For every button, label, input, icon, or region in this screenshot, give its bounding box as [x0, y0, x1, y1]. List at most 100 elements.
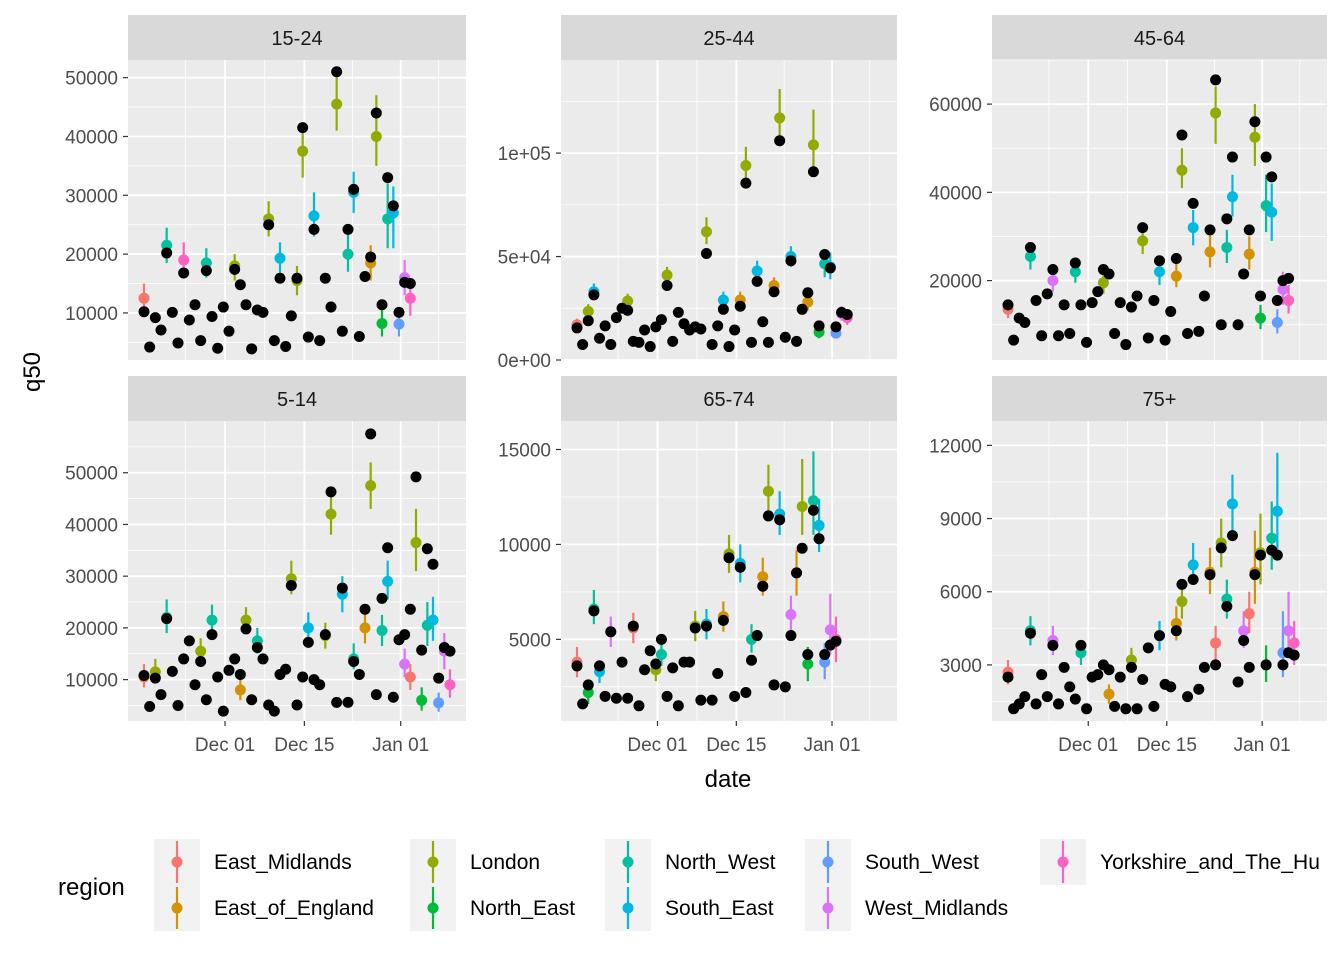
observed-point: [155, 689, 167, 701]
region-point: [1249, 131, 1261, 143]
legend-item: Yorkshire_and_The_Hu: [1040, 839, 1320, 885]
y-tick-label: 20000: [65, 619, 118, 640]
observed-point: [1036, 669, 1048, 681]
legend-key-point: [822, 902, 834, 914]
observed-point: [240, 299, 252, 311]
facet-strip-label: 65-74: [703, 389, 754, 411]
observed-point: [819, 248, 831, 260]
observed-point: [588, 289, 600, 301]
observed-point: [200, 694, 212, 706]
observed-point: [740, 177, 752, 189]
observed-point: [285, 310, 297, 322]
observed-point: [1075, 299, 1087, 311]
y-tick-label: 1e+05: [498, 144, 551, 165]
observed-point: [1120, 703, 1132, 715]
observed-point: [206, 629, 218, 641]
observed-point: [319, 629, 331, 641]
facet-strip: [992, 376, 1327, 421]
observed-point: [1210, 659, 1222, 671]
legend-label: South_West: [865, 851, 979, 874]
legend-key-point: [171, 902, 183, 914]
facet-strip-label: 25-44: [703, 28, 754, 50]
observed-point: [655, 314, 667, 326]
region-point: [416, 694, 428, 706]
region-point: [785, 609, 797, 621]
observed-point: [161, 247, 173, 259]
observed-point: [331, 66, 343, 78]
observed-point: [627, 620, 639, 632]
region-point: [234, 684, 246, 696]
observed-point: [200, 265, 212, 277]
observed-point: [1047, 639, 1059, 651]
observed-point: [382, 542, 394, 554]
observed-point: [644, 341, 656, 353]
observed-point: [1170, 253, 1182, 265]
legend: region East_Midlands East_of_England Londo…: [58, 839, 1320, 931]
legend-item: North_West: [605, 839, 776, 885]
y-tick-label: 30000: [65, 186, 118, 207]
observed-point: [308, 223, 320, 235]
legend-key-point: [171, 856, 183, 868]
region-point: [1170, 270, 1182, 282]
region-point: [1137, 235, 1149, 247]
observed-point: [1008, 334, 1020, 346]
observed-point: [1058, 661, 1070, 673]
observed-point: [416, 644, 428, 656]
region-point: [661, 269, 673, 281]
region-point: [370, 130, 382, 142]
facet-strip: [561, 376, 897, 421]
observed-point: [594, 660, 606, 672]
observed-point: [297, 122, 309, 134]
observed-point: [353, 668, 365, 680]
y-tick-label: 6000: [940, 583, 982, 604]
observed-point: [729, 690, 741, 702]
observed-point: [706, 338, 718, 350]
observed-point: [291, 699, 303, 711]
region-point: [802, 658, 814, 670]
observed-point: [706, 694, 718, 706]
observed-point: [695, 694, 707, 706]
facet-panels: 15-24 10000 20000 30000 40000 50000 25-44 0e+00…: [65, 15, 1327, 756]
observed-point: [387, 691, 399, 703]
x-tick-label: Dec 01: [627, 735, 687, 756]
region-point: [1271, 505, 1283, 517]
observed-point: [1226, 151, 1238, 163]
observed-point: [1125, 301, 1137, 313]
legend-label: South_East: [665, 897, 774, 920]
observed-point: [1210, 74, 1222, 86]
observed-point: [365, 251, 377, 263]
observed-point: [212, 671, 224, 683]
observed-point: [1109, 700, 1121, 712]
observed-point: [672, 306, 684, 318]
region-point: [819, 656, 831, 668]
y-tick-label: 40000: [65, 515, 118, 536]
observed-point: [1137, 222, 1149, 234]
region-point: [297, 145, 309, 157]
observed-point: [365, 428, 377, 440]
observed-point: [302, 331, 314, 343]
observed-point: [689, 622, 701, 634]
region-point: [404, 292, 416, 304]
observed-point: [268, 705, 280, 717]
observed-point: [342, 223, 354, 235]
region-point: [740, 160, 752, 172]
region-point: [444, 679, 456, 691]
observed-point: [217, 301, 229, 313]
observed-point: [757, 580, 769, 592]
facet-strip-label: 75+: [1143, 389, 1177, 411]
region-point: [427, 614, 439, 626]
observed-point: [268, 335, 280, 347]
observed-point: [729, 324, 741, 336]
facet-panel: 75+ 3000 6000 9000 12000 Dec 01 Dec 15 Jan 01: [929, 376, 1327, 756]
observed-point: [166, 665, 178, 677]
observed-point: [672, 700, 684, 712]
legend-label: London: [470, 851, 540, 874]
region-point: [404, 671, 416, 683]
observed-point: [1030, 698, 1042, 710]
region-point: [1069, 266, 1081, 278]
observed-point: [723, 552, 735, 564]
observed-point: [1221, 600, 1233, 612]
region-point: [1221, 242, 1233, 253]
region-point: [393, 318, 405, 330]
region-point: [1097, 277, 1109, 289]
